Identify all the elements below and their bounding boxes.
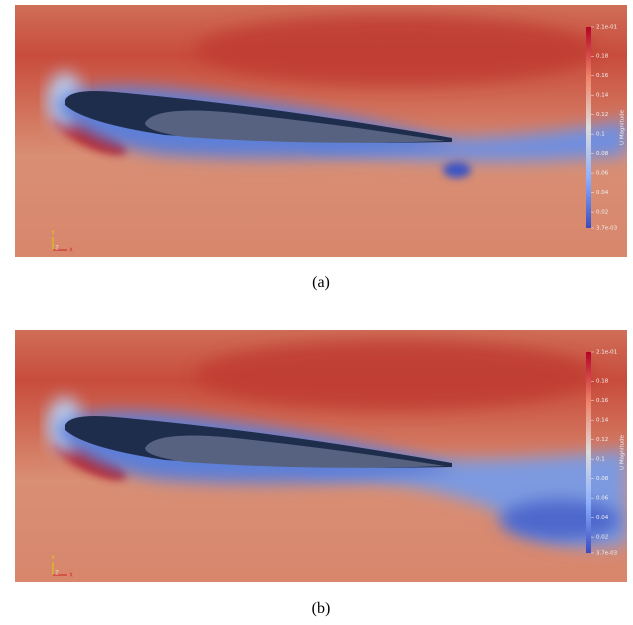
colorbar-tick-label: 0.08 bbox=[596, 151, 609, 157]
colorbar-tick-label: 0.12 bbox=[596, 112, 608, 118]
colorbar-tick-label: 0.14 bbox=[596, 93, 609, 99]
colorbar-tick-label: 0.02 bbox=[596, 210, 608, 216]
colorbar-tick-label: 2.1e-01 bbox=[596, 25, 617, 31]
colorbar-tick-label: 0.04 bbox=[596, 515, 609, 521]
colorbar bbox=[586, 27, 591, 228]
colorbar-tick-label: 2.1e-01 bbox=[596, 350, 617, 356]
axis-label: X bbox=[69, 248, 73, 254]
colorbar-tick-label: 0.1 bbox=[596, 457, 605, 463]
colorbar-title: U Magnitude bbox=[620, 434, 626, 470]
high-speed-region bbox=[195, 15, 595, 85]
axis-label: Y bbox=[50, 556, 55, 562]
colorbar-tick-label: 3.7e-03 bbox=[596, 551, 618, 557]
colorbar-tick-label: 0.06 bbox=[596, 496, 609, 502]
colorbar-tick-label: 0.18 bbox=[596, 379, 609, 385]
high-speed-region bbox=[195, 340, 595, 410]
airfoil-inner bbox=[145, 110, 445, 143]
colorbar-tick-label: 0.12 bbox=[596, 437, 608, 443]
axis-label: Z bbox=[55, 246, 59, 252]
colorbar-tick-label: 0.06 bbox=[596, 171, 609, 177]
colorbar-tick-label: 0.18 bbox=[596, 54, 609, 60]
axis-label: Z bbox=[55, 571, 59, 577]
colorbar-tick-label: 0.16 bbox=[596, 73, 609, 79]
axis-label: X bbox=[69, 573, 73, 579]
caption: (a) bbox=[312, 274, 330, 291]
axis-label: Y bbox=[50, 231, 55, 237]
colorbar-tick-label: 0.14 bbox=[596, 418, 609, 424]
colorbar-tick-label: 0.08 bbox=[596, 476, 609, 482]
colorbar-tick-label: 0.02 bbox=[596, 535, 608, 541]
colorbar-tick-label: 0.16 bbox=[596, 398, 609, 404]
vortex bbox=[443, 162, 471, 178]
flow-field: Y Z X bbox=[15, 330, 627, 582]
colorbar bbox=[586, 352, 591, 553]
airfoil-inner bbox=[145, 435, 445, 468]
colorbar-title: U Magnitude bbox=[620, 109, 626, 145]
colorbar-tick-label: 0.1 bbox=[596, 132, 605, 138]
caption: (b) bbox=[312, 600, 331, 617]
cfd-panel: Y Z X 2.1e-01 0.18 0.16 0.14 0.12 0.1 0.08 0.06 0.0… bbox=[15, 330, 627, 582]
flow-field: Y Z X bbox=[15, 5, 627, 257]
cfd-panel: Y Z X 2.1e-01 0.18 0.16 0.14 0.12 0.1 0.08 0.06 0.0… bbox=[15, 5, 627, 257]
colorbar-tick-label: 0.04 bbox=[596, 190, 609, 196]
colorbar-tick-label: 3.7e-03 bbox=[596, 226, 618, 232]
